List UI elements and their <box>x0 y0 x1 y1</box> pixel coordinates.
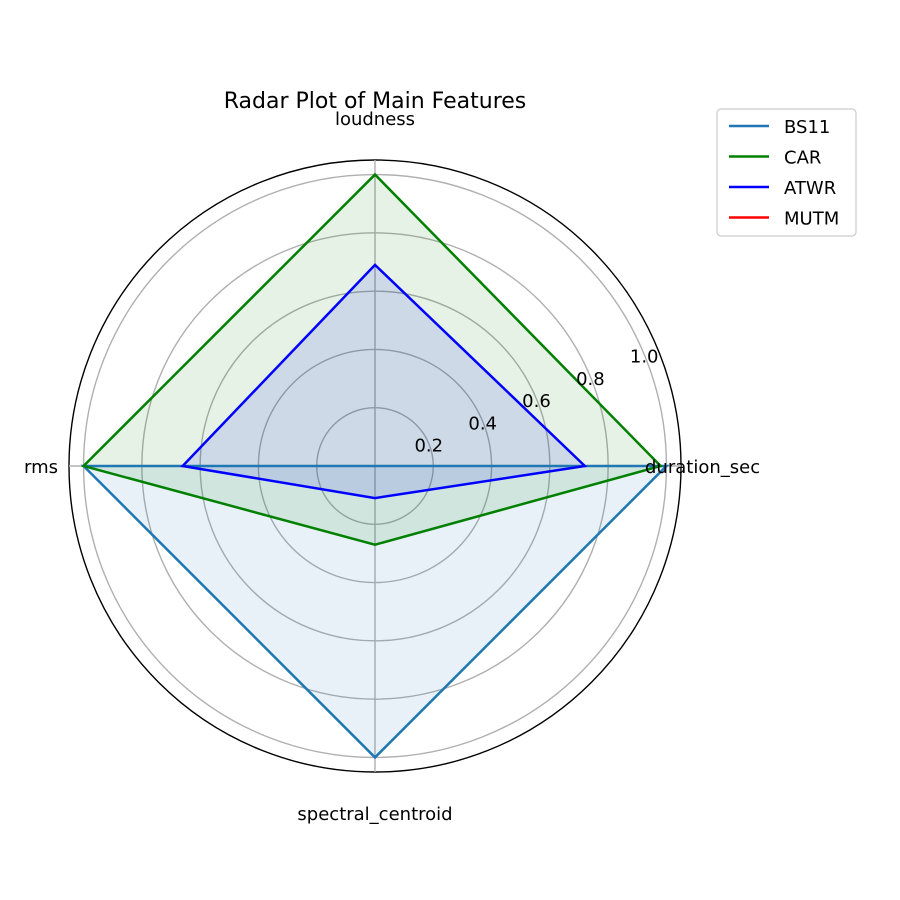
axis-label-rms: rms <box>24 457 58 478</box>
legend-label-BS11: BS11 <box>784 117 830 138</box>
radial-tick-label-4: 1.0 <box>630 347 659 368</box>
series-fills <box>83 174 667 758</box>
legend-box <box>716 108 857 237</box>
series-fill-ATWR <box>182 264 585 499</box>
series-fill-BS11 <box>83 466 667 758</box>
radial-tick-label-0: 0.2 <box>414 436 443 457</box>
series-fill-CAR <box>83 174 661 545</box>
radial-tick-label-1: 0.4 <box>468 413 497 434</box>
axis-label-loudness: loudness <box>335 109 415 130</box>
series-line-CAR <box>81 172 663 546</box>
series-line-ATWR <box>180 263 588 500</box>
radial-tick-label-2: 0.6 <box>522 391 551 412</box>
radial-tick-labels: 0.2 0.4 0.6 0.8 1.0 <box>414 347 658 457</box>
axis-labels: duration_sec loudness rms spectral_centroid <box>24 109 760 825</box>
radial-tick-label-3: 0.8 <box>576 369 605 390</box>
series-lines <box>80 172 670 760</box>
legend-label-CAR: CAR <box>784 148 821 169</box>
axis-label-duration_sec: duration_sec <box>645 457 760 478</box>
chart-title: Radar Plot of Main Features <box>224 89 527 114</box>
legend: BS11 CAR ATWR MUTM <box>716 108 857 237</box>
legend-label-MUTM: MUTM <box>784 209 839 230</box>
legend-label-ATWR: ATWR <box>784 178 836 199</box>
axis-label-spectral_centroid: spectral_centroid <box>297 804 452 825</box>
legend-items: BS11 CAR ATWR MUTM <box>729 117 839 230</box>
